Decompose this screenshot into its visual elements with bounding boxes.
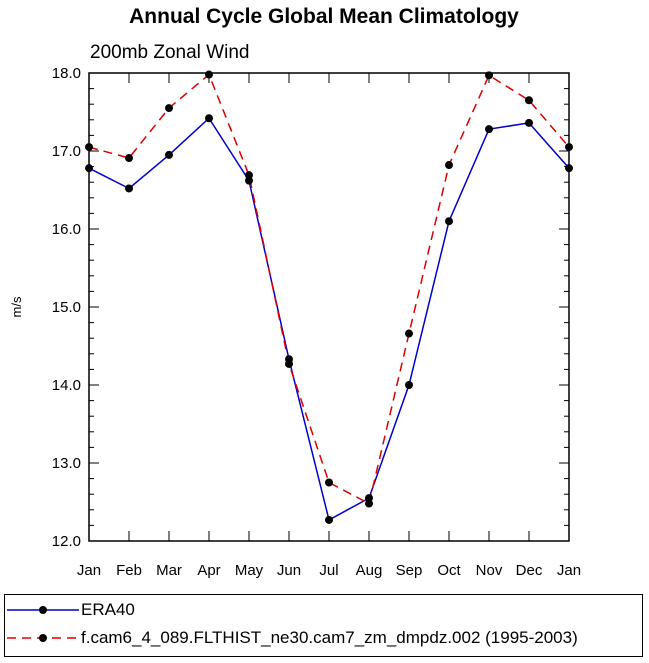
series-1-point — [205, 70, 213, 79]
legend-entry-model: f.cam6_4_089.FLTHIST_ne30.cam7_zm_dmpdz.… — [5, 625, 642, 653]
x-tick-label: Oct — [437, 562, 461, 579]
series-0-point — [405, 381, 413, 389]
chart-title: Annual Cycle Global Mean Climatology — [129, 5, 519, 28]
series-1-point — [285, 359, 293, 368]
series-0-point — [445, 217, 453, 226]
series-0-point — [205, 114, 213, 123]
series-0-point — [485, 125, 493, 134]
legend: ERA40 f.cam6_4_089.FLTHIST_ne30.cam7_zm_… — [4, 594, 643, 657]
series-0-point — [325, 515, 333, 524]
x-tick-label: Nov — [476, 562, 503, 579]
series-1-point — [405, 329, 413, 338]
x-tick-label: Mar — [156, 562, 182, 579]
x-tick-label: May — [235, 562, 264, 579]
x-tick-label: Feb — [116, 562, 142, 579]
y-tick-label: 17.0 — [52, 143, 81, 160]
y-axis-label: m/s — [9, 296, 24, 317]
series-1-point — [325, 478, 333, 487]
series-1-point — [125, 154, 133, 163]
series-0-point — [565, 164, 573, 173]
chart-subtitle: 200mb Zonal Wind — [90, 42, 249, 63]
series-line-0 — [88, 117, 570, 522]
y-tick-label: 18.0 — [52, 65, 81, 82]
legend-label-era40: ERA40 — [81, 600, 135, 619]
x-tick-label: Jan — [77, 562, 101, 579]
x-tick-label: Sep — [396, 562, 423, 579]
x-tick-label: Dec — [516, 562, 543, 579]
chart-canvas: Annual Cycle Global Mean Climatology 200… — [9, 5, 581, 579]
series-1-point — [445, 161, 453, 170]
legend-label-model: f.cam6_4_089.FLTHIST_ne30.cam7_zm_dmpdz.… — [81, 628, 578, 647]
y-tick-label: 14.0 — [52, 377, 81, 394]
y-tick-label: 15.0 — [52, 299, 81, 316]
series-1-point — [85, 143, 93, 152]
legend-swatch-model — [7, 634, 79, 642]
series-1-point — [565, 143, 573, 152]
x-tick-label: Aug — [356, 562, 383, 579]
series-0-point — [125, 184, 133, 193]
legend-swatch-era40 — [7, 606, 79, 614]
series-1-point — [365, 499, 373, 508]
legend-entry-era40: ERA40 — [5, 597, 642, 625]
series-0-point — [165, 150, 173, 159]
y-tick-label: 16.0 — [52, 221, 81, 238]
x-tick-label: Jan — [557, 562, 581, 579]
y-tick-label: 13.0 — [52, 455, 81, 472]
plot-frame — [88, 72, 570, 542]
series-1-point — [485, 71, 493, 80]
series-1-point — [165, 104, 173, 113]
x-tick-label: Apr — [197, 562, 220, 579]
series-1-point — [525, 96, 533, 105]
series-0-point — [85, 164, 93, 173]
series-line-1 — [88, 73, 570, 505]
series-1-point — [245, 171, 253, 180]
y-tick-label: 12.0 — [52, 533, 81, 550]
x-tick-label: Jul — [319, 562, 338, 579]
x-tick-label: Jun — [277, 562, 301, 579]
series-0-point — [525, 118, 533, 127]
